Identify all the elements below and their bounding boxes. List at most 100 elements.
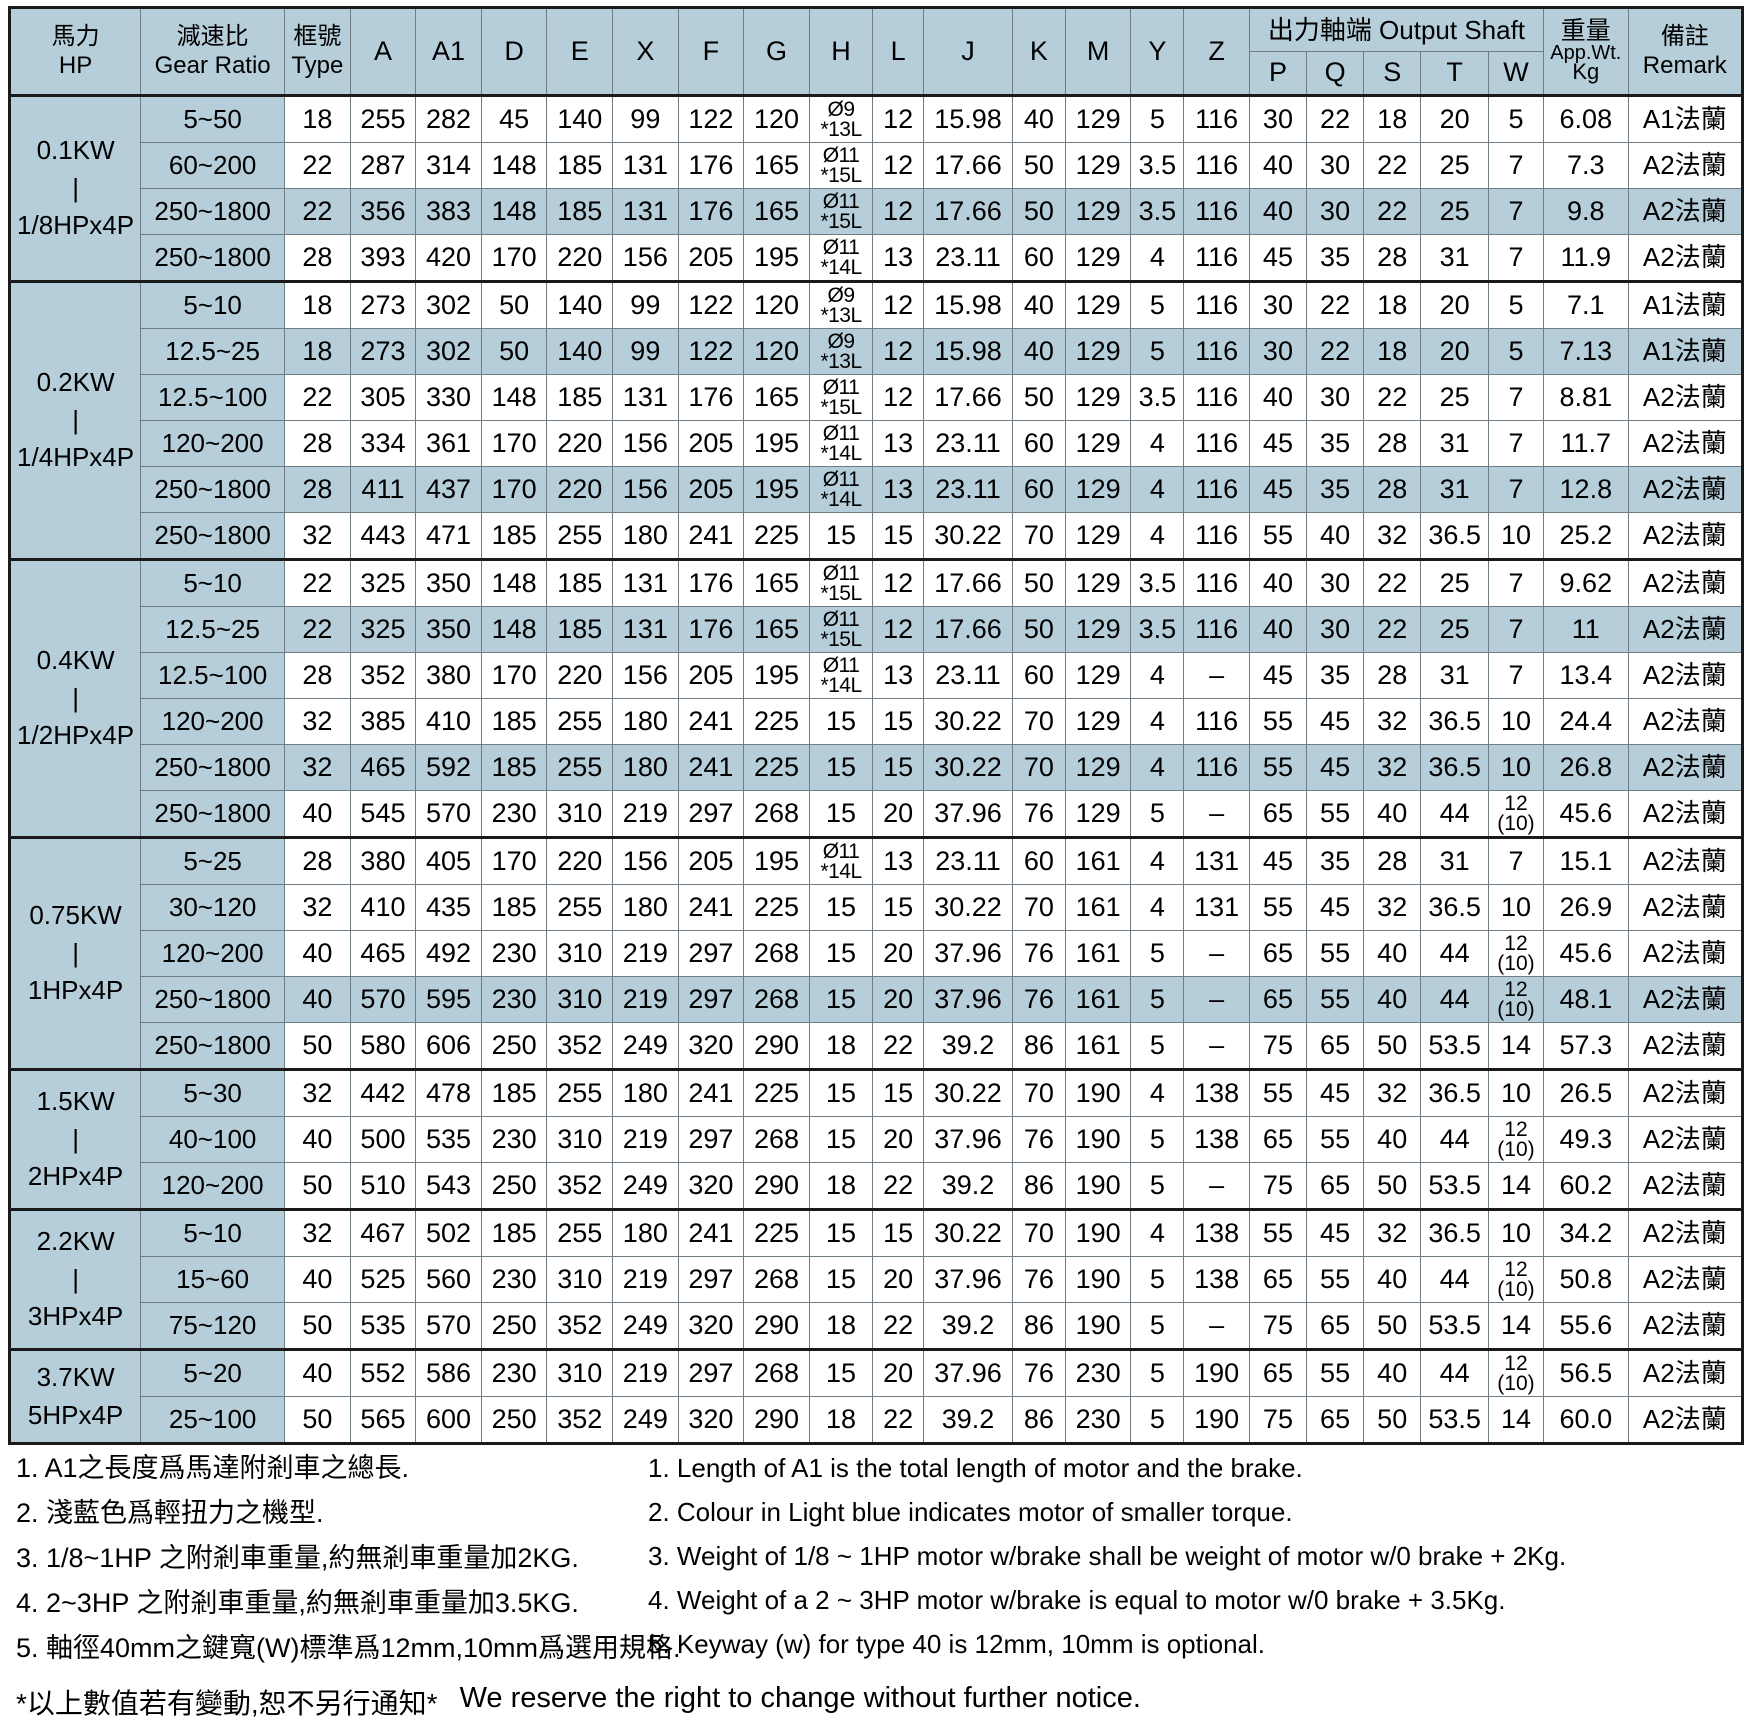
- cell-W-standard: 12: [1504, 1258, 1528, 1282]
- cell-W: 7: [1487, 836, 1545, 885]
- cell-A: 352: [349, 652, 417, 699]
- cell-X: 180: [612, 1208, 679, 1257]
- cell-hp: 0.4KW | 1/2HPx4P: [8, 558, 142, 838]
- table-row: 0.4KW | 1/2HPx4P 5~10 22 325 350 148 185 131 176 16…: [8, 558, 1744, 838]
- cell-J: 30.22: [923, 884, 1013, 931]
- cell-T: 25: [1420, 374, 1489, 421]
- footer-disclaimer-en: We reserve the right to change without f…: [459, 1682, 1141, 1714]
- cell-J: 17.66: [923, 558, 1013, 607]
- cell-H-length: *13L: [820, 304, 862, 327]
- cell-T: 36.5: [1420, 512, 1489, 560]
- cell-type: 28: [284, 836, 351, 885]
- cell-T: 31: [1420, 466, 1489, 513]
- cell-J: 39.2: [923, 1396, 1013, 1445]
- cell-X: 249: [612, 1396, 679, 1445]
- table-row: 250~1800 32 465 592 185 255 180 241 225 15 15 30.22…: [10, 744, 1744, 791]
- cell-Q: 35: [1306, 420, 1365, 467]
- cell-Y: 5: [1130, 1302, 1185, 1350]
- cell-Z: –: [1183, 652, 1250, 699]
- cell-P: 55: [1248, 884, 1308, 931]
- cell-gear-ratio: 5~30: [140, 1068, 286, 1117]
- cell-L: 22: [872, 1162, 925, 1210]
- cell-H-diameter: Ø11: [822, 143, 860, 167]
- cell-T: 44: [1420, 930, 1489, 977]
- cell-J: 37.96: [923, 790, 1013, 838]
- cell-A: 545: [349, 790, 417, 838]
- cell-F: 205: [677, 420, 745, 467]
- cell-P: 65: [1248, 1348, 1308, 1397]
- cell-W: 12 (10): [1487, 1348, 1545, 1397]
- cell-weight: 60.0: [1543, 1396, 1629, 1445]
- cell-S: 22: [1363, 142, 1422, 189]
- cell-M: 161: [1064, 836, 1132, 885]
- cell-H: 15: [808, 790, 874, 838]
- cell-E: 255: [546, 1208, 614, 1257]
- cell-W: 12 (10): [1487, 1256, 1545, 1303]
- cell-Q: 65: [1306, 1162, 1365, 1210]
- cell-W: 7: [1487, 188, 1545, 235]
- cell-W: 10: [1487, 1208, 1545, 1257]
- cell-A1: 560: [415, 1256, 482, 1303]
- cell-X: 219: [612, 930, 679, 977]
- cell-type: 32: [284, 1208, 351, 1257]
- cell-T: 25: [1420, 606, 1489, 653]
- cell-Z: –: [1183, 1162, 1250, 1210]
- cell-H-diameter: Ø9: [827, 283, 856, 307]
- table-row: 250~1800 28 393 420 170 220 156 205 195 Ø11 *14L 13…: [10, 234, 1744, 282]
- cell-D: 170: [480, 234, 548, 282]
- note-item-en: 3. Weight of 1/8 ~ 1HP motor w/brake sha…: [648, 1541, 1567, 1571]
- cell-K: 50: [1011, 606, 1066, 653]
- cell-hp-line: 2.2KW: [36, 1225, 115, 1256]
- cell-X: 180: [612, 744, 679, 791]
- cell-K: 70: [1011, 1208, 1066, 1257]
- cell-G: 290: [743, 1022, 810, 1070]
- cell-A1: 410: [415, 698, 482, 745]
- header-dim-M: M: [1064, 7, 1132, 96]
- cell-S: 32: [1363, 1068, 1422, 1117]
- cell-type: 22: [284, 558, 351, 607]
- cell-M: 190: [1064, 1302, 1132, 1350]
- cell-weight: 13.4: [1543, 652, 1629, 699]
- cell-S: 28: [1363, 652, 1422, 699]
- cell-W: 14: [1487, 1022, 1545, 1070]
- cell-A1: 314: [415, 142, 482, 189]
- cell-Y: 3.5: [1130, 558, 1185, 607]
- cell-W-optional: (10): [1497, 1371, 1535, 1395]
- note-item-zh: 1. A1之長度爲馬達附剎車之總長.: [16, 1453, 410, 1483]
- cell-T: 31: [1420, 234, 1489, 282]
- header-dim-F: F: [677, 7, 745, 96]
- cell-W: 12 (10): [1487, 1116, 1545, 1163]
- cell-D: 230: [480, 1256, 548, 1303]
- cell-Z: 138: [1183, 1256, 1250, 1303]
- cell-L: 22: [872, 1302, 925, 1350]
- cell-G: 165: [743, 558, 810, 607]
- cell-H: 18: [808, 1302, 874, 1350]
- cell-Y: 4: [1130, 836, 1185, 885]
- cell-G: 268: [743, 976, 810, 1023]
- cell-weight: 11.7: [1543, 420, 1629, 467]
- header-type: 框號 Type: [284, 7, 351, 96]
- cell-X: 99: [612, 280, 679, 329]
- cell-Y: 3.5: [1130, 188, 1185, 235]
- cell-H: 18: [808, 1162, 874, 1210]
- cell-remark: A2法蘭: [1627, 976, 1744, 1023]
- cell-A: 410: [349, 884, 417, 931]
- cell-Y: 5: [1130, 1022, 1185, 1070]
- cell-G: 268: [743, 1348, 810, 1397]
- cell-Z: 116: [1183, 512, 1250, 560]
- cell-M: 190: [1064, 1068, 1132, 1117]
- cell-L: 13: [872, 234, 925, 282]
- spec-sheet: 馬力 HP 減速比 Gear Ratio 框號 Type A A1 D E X …: [8, 6, 1744, 1719]
- cell-H-diameter: Ø11: [822, 235, 860, 259]
- cell-D: 170: [480, 420, 548, 467]
- cell-gear-ratio: 30~120: [140, 884, 286, 931]
- notes-chinese: 1. A1之長度爲馬達附剎車之總長. 2. 淺藍色爲輕扭力之機型. 3. 1/8~1…: [8, 1453, 681, 1680]
- cell-D: 250: [480, 1396, 548, 1445]
- cell-A: 380: [349, 836, 417, 885]
- cell-F: 241: [677, 744, 745, 791]
- cell-type: 28: [284, 652, 351, 699]
- cell-A: 565: [349, 1396, 417, 1445]
- cell-S: 40: [1363, 930, 1422, 977]
- cell-F: 176: [677, 142, 745, 189]
- cell-M: 129: [1064, 188, 1132, 235]
